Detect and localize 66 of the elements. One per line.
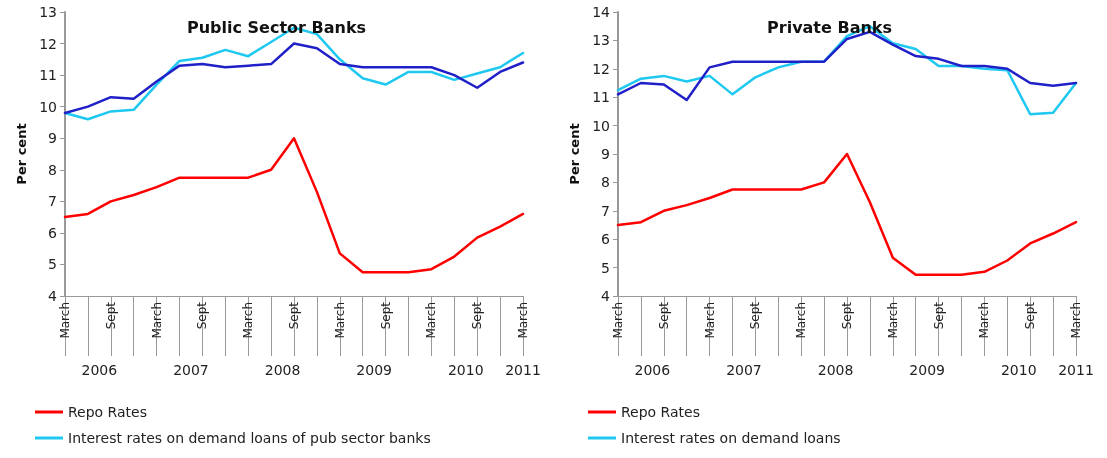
text: 2011 bbox=[505, 362, 541, 378]
x-tick-label: Sept bbox=[840, 301, 854, 330]
text: 2010 bbox=[1000, 362, 1037, 378]
y-tick-label: 7 bbox=[601, 202, 610, 219]
x-tick-label: March bbox=[794, 302, 809, 339]
text: 2006 bbox=[634, 362, 671, 378]
y-tick-label: 6 bbox=[601, 231, 611, 248]
y-tick-label: 4 bbox=[601, 288, 611, 304]
y-tick-label: 14 bbox=[592, 4, 611, 20]
y-tick-label: 12 bbox=[592, 60, 610, 77]
y-tick-label: 6 bbox=[48, 224, 58, 241]
legend-label: Interest rates on demand loans of pub sector banks bbox=[68, 430, 431, 446]
x-tick-label: March bbox=[58, 302, 72, 339]
text: 2008 bbox=[817, 362, 854, 378]
line-series bbox=[63, 136, 525, 274]
x-tick-label: March bbox=[977, 302, 992, 339]
legend-label: Repo Rates bbox=[68, 404, 148, 420]
x-tick-label: Sept bbox=[103, 301, 118, 330]
x-tick-label: March bbox=[241, 302, 256, 339]
text: 2008 bbox=[264, 362, 301, 378]
text: 2007 bbox=[726, 362, 762, 378]
y-tick-label: 9 bbox=[48, 130, 57, 147]
text: 2007 bbox=[173, 362, 209, 378]
line-series bbox=[63, 42, 525, 115]
text: 2010 bbox=[447, 362, 484, 378]
x-tick-label: March bbox=[149, 302, 164, 339]
text: 2009 bbox=[909, 362, 945, 378]
y-tick-label: 9 bbox=[601, 146, 610, 162]
y-axis-title: Per cent bbox=[14, 123, 30, 185]
y-axis-title: Per cent bbox=[567, 123, 583, 185]
chart-title: Public Sector Banks bbox=[186, 17, 367, 37]
x-tick-label: March bbox=[424, 302, 439, 339]
y-tick-label: 8 bbox=[601, 174, 610, 191]
x-tick-label: March bbox=[611, 302, 625, 339]
x-tick-label: March bbox=[702, 302, 717, 339]
x-tick-label: Sept bbox=[287, 301, 301, 330]
y-tick-label: 5 bbox=[48, 256, 57, 273]
y-tick-label: 10 bbox=[592, 117, 610, 134]
y-tick-label: 11 bbox=[592, 89, 610, 106]
y-tick-label: 8 bbox=[48, 161, 57, 178]
x-tick-label: Sept bbox=[931, 301, 946, 330]
y-tick-label: 7 bbox=[48, 193, 57, 210]
x-tick-label: Sept bbox=[748, 301, 763, 330]
text: 2011 bbox=[1058, 362, 1094, 378]
legend-label: Interest rates on demand loans bbox=[621, 430, 841, 446]
x-tick-label: Sept bbox=[656, 301, 671, 330]
x-tick-label: March bbox=[1069, 302, 1083, 339]
y-tick-label: 12 bbox=[39, 35, 57, 52]
legend-label: Repo Rates bbox=[621, 404, 701, 420]
x-tick-label: Sept bbox=[1023, 301, 1038, 330]
y-tick-label: 10 bbox=[39, 98, 57, 115]
text: 2009 bbox=[356, 362, 392, 378]
line-series bbox=[616, 152, 1078, 276]
x-tick-label: Sept bbox=[195, 301, 210, 330]
x-tick-label: Sept bbox=[378, 301, 393, 330]
x-tick-label: March bbox=[885, 302, 900, 339]
y-tick-label: 5 bbox=[601, 259, 610, 276]
y-tick-label: 4 bbox=[48, 288, 58, 304]
x-tick-label: March bbox=[332, 302, 347, 339]
x-tick-label: March bbox=[516, 302, 530, 339]
y-tick-label: 11 bbox=[39, 67, 57, 84]
y-tick-label: 13 bbox=[39, 4, 57, 20]
chart-title: Private Banks bbox=[767, 17, 892, 37]
text: 2006 bbox=[81, 362, 118, 378]
y-tick-label: 13 bbox=[592, 32, 610, 49]
x-tick-label: Sept bbox=[470, 301, 485, 330]
